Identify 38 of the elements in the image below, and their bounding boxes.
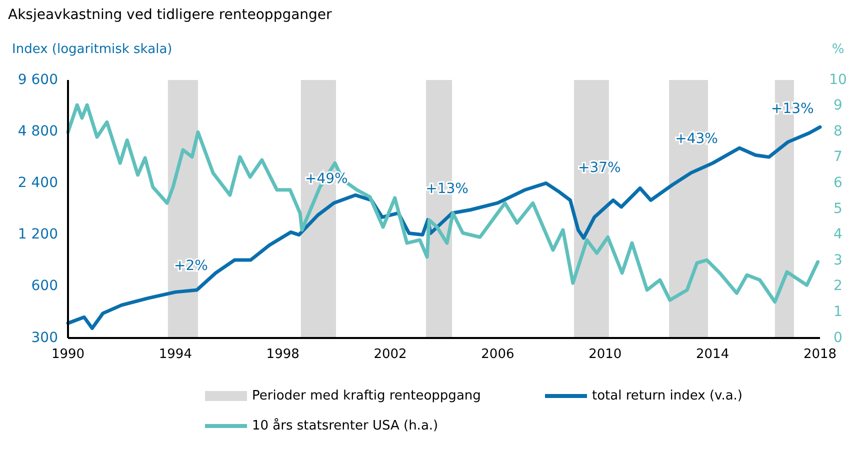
y-tick-label: 4 800 (18, 123, 58, 140)
x-tick-label: 1998 (266, 347, 300, 362)
annotation: +37% (578, 160, 621, 176)
x-tick-label: 2018 (803, 347, 837, 362)
legend-label: 10 års statsrenter USA (h.a.) (252, 418, 438, 434)
y-tick-label: 300 (31, 330, 58, 346)
y-tick-label: 9 600 (18, 72, 58, 88)
y2-tick-label: 5 (834, 200, 842, 217)
y-tick-label: 1 200 (18, 226, 58, 243)
y-tick-label: 600 (31, 278, 58, 294)
x-tick-label: 2006 (481, 347, 514, 362)
x-tick-label: 1994 (158, 347, 192, 362)
y2-tick-label: 10 (829, 72, 847, 88)
y2-tick-label: 1 (834, 304, 842, 320)
annotation: +13% (426, 180, 468, 197)
y-axis-title: Index (logaritmisk skala) (12, 42, 172, 57)
legend-label: Perioder med kraftig renteoppgang (252, 388, 481, 404)
y2-axis-title: % (832, 42, 844, 57)
x-tick-label: 2002 (374, 347, 407, 362)
y2-tick-label: 4 (834, 226, 843, 243)
annotation: +43% (675, 131, 718, 148)
x-tick-label: 2010 (588, 347, 622, 362)
legend-label: total return index (v.a.) (592, 388, 742, 404)
line-series (66, 103, 820, 304)
y2-tick-label: 7 (834, 149, 842, 166)
y2-tick-label: 3 (834, 252, 842, 268)
annotation: +13% (770, 100, 814, 117)
y2-tick-label: 6 (834, 175, 843, 192)
y2-tick-label: 2 (834, 278, 842, 294)
y-tick-label: 2 400 (18, 175, 58, 192)
y2-tick-label: 8 (834, 123, 842, 140)
x-tick-label: 1990 (51, 347, 85, 362)
line-series (66, 125, 822, 330)
chart-title: Aksjeavkastning ved tidligere renteoppganger (8, 7, 332, 23)
annotation: +2% (174, 258, 208, 274)
y2-tick-label: 9 (834, 98, 842, 114)
x-tick-label: 2014 (696, 347, 730, 362)
y2-tick-label: 0 (834, 330, 842, 346)
